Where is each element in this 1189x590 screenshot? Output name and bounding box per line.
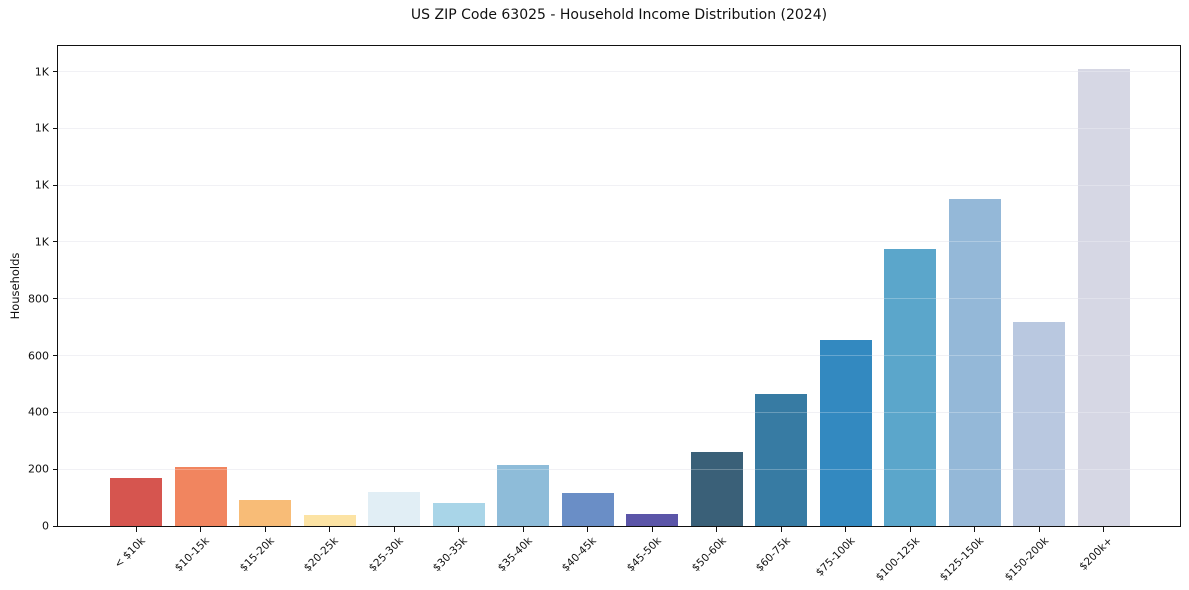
gridline — [58, 411, 1180, 413]
x-tick-label: $40-45k — [560, 535, 600, 575]
bar — [626, 514, 679, 526]
y-tick-label: 200 — [28, 462, 49, 476]
x-tick-label: $35-40k — [495, 535, 535, 575]
y-tick-label: 1K — [34, 121, 49, 135]
y-tick-label: 800 — [28, 292, 49, 306]
x-tick-mark — [1103, 527, 1105, 532]
bar — [110, 477, 162, 526]
x-tick-label: $25-30k — [366, 535, 406, 575]
gridline — [58, 71, 1180, 73]
axis-ticks-layer: 0 200 400 600 800 1K 1K 1K 1K < $10k $10-15k $15-20… — [28, 46, 1180, 583]
x-tick-mark — [716, 527, 718, 532]
gridline — [58, 127, 1180, 129]
bar — [690, 452, 743, 526]
y-tick-label: 1K — [34, 178, 49, 192]
y-tick-mark — [53, 411, 57, 413]
x-tick-mark — [522, 527, 524, 532]
y-tick-mark — [53, 298, 57, 300]
x-tick-mark — [458, 527, 460, 532]
x-tick-label: $125-150k — [937, 535, 987, 584]
bar — [561, 492, 614, 526]
x-tick-label: < $10k — [111, 535, 148, 571]
x-tick-mark — [587, 527, 589, 532]
gridline — [58, 184, 1180, 186]
bar — [368, 491, 421, 526]
x-tick-mark — [264, 527, 266, 532]
x-tick-label: $50-60k — [689, 535, 729, 575]
gridline — [58, 184, 1180, 186]
bar — [239, 500, 292, 526]
y-tick-mark — [53, 468, 57, 470]
gridline — [58, 127, 1180, 129]
y-tick-label: 1K — [34, 235, 49, 249]
bar — [497, 464, 550, 526]
chart-title: US ZIP Code 63025 - Household Income Dis… — [410, 7, 828, 23]
bar — [755, 393, 808, 526]
gridlines-layer — [58, 46, 1180, 526]
x-tick-label: $30-35k — [431, 535, 471, 575]
bar — [174, 467, 227, 526]
y-tick-mark — [53, 127, 57, 129]
x-tick-label: $15-20k — [237, 535, 277, 575]
x-tick-mark — [200, 527, 202, 532]
x-tick-mark — [1038, 527, 1040, 532]
x-tick-label: $60-75k — [753, 535, 793, 575]
x-tick-mark — [845, 527, 847, 532]
y-tick-label: 1K — [34, 65, 49, 79]
y-tick-label: 0 — [42, 519, 49, 533]
x-tick-label: $10-15k — [172, 535, 213, 575]
gridline — [58, 241, 1180, 243]
gridline — [58, 241, 1180, 243]
x-tick-label: $150-200k — [1002, 535, 1051, 584]
gridline — [58, 468, 1180, 470]
x-tick-mark — [780, 527, 782, 532]
y-tick-mark — [53, 355, 57, 357]
bar — [432, 503, 485, 526]
y-tick-mark — [53, 525, 57, 527]
gridlines-over-layer — [58, 46, 1180, 526]
bar — [1013, 321, 1066, 526]
x-tick-mark — [909, 527, 911, 532]
x-tick-label: $200k+ — [1077, 535, 1116, 573]
x-tick-mark — [393, 527, 395, 532]
y-axis-label: Households — [8, 252, 22, 320]
x-tick-mark — [329, 527, 331, 532]
y-tick-label: 400 — [28, 405, 49, 419]
x-tick-label: $45-50k — [624, 535, 664, 575]
gridline — [58, 411, 1180, 413]
x-tick-label: $20-25k — [301, 535, 342, 575]
bar — [303, 514, 356, 526]
bar — [1077, 68, 1130, 526]
gridline — [58, 71, 1180, 73]
y-tick-label: 600 — [28, 349, 49, 363]
y-tick-mark — [53, 71, 57, 73]
bar — [948, 199, 1001, 526]
x-tick-mark — [135, 527, 137, 532]
x-tick-mark — [974, 527, 976, 532]
gridline — [58, 355, 1180, 357]
gridline — [58, 298, 1180, 300]
gridline — [58, 355, 1180, 357]
x-tick-mark — [651, 527, 653, 532]
x-tick-label: $75-100k — [813, 535, 858, 579]
plot-area: 0 200 400 600 800 1K 1K 1K 1K < $10k $10-15k $15-20… — [28, 45, 1181, 584]
x-tick-label: $100-125k — [873, 535, 922, 584]
y-tick-mark — [53, 241, 57, 243]
bar — [819, 339, 872, 526]
bar — [884, 249, 937, 526]
y-tick-mark — [53, 184, 57, 186]
bars-layer — [58, 46, 1180, 526]
gridline — [58, 468, 1180, 470]
gridline — [58, 298, 1180, 300]
